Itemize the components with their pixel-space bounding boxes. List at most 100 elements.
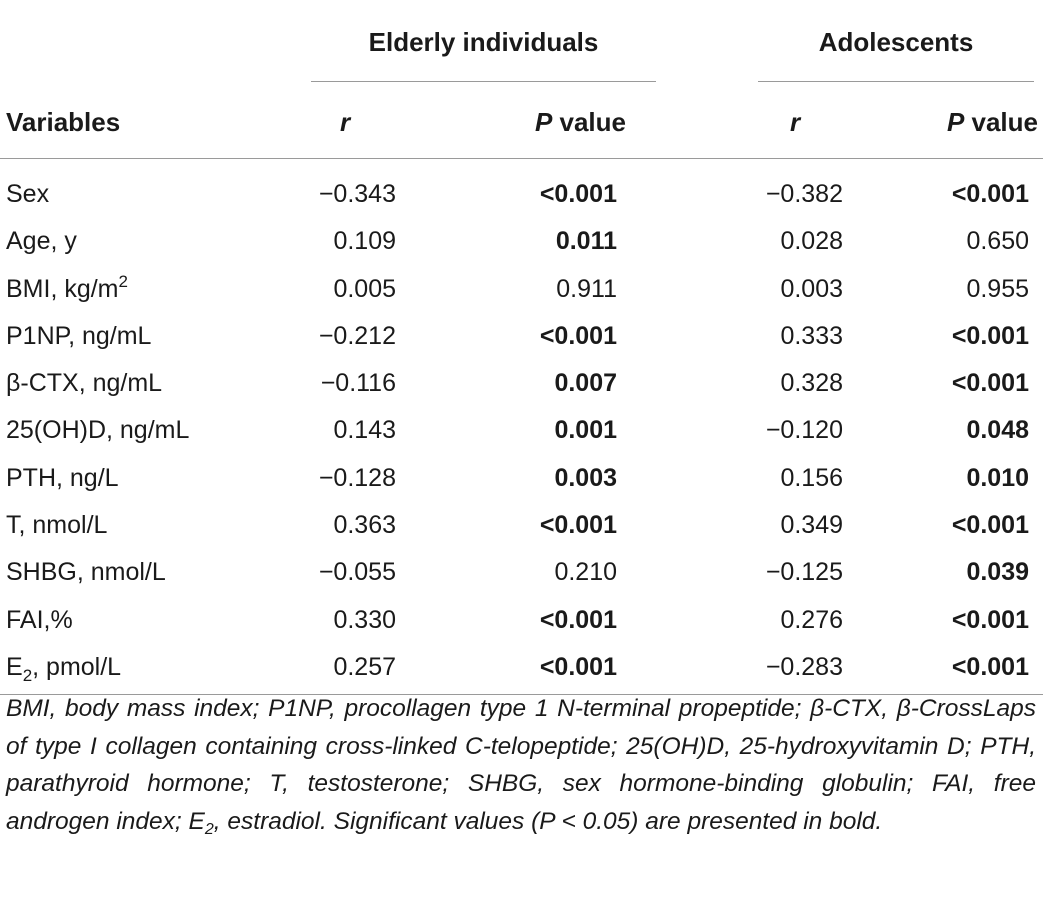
variable-label: E [6, 652, 23, 681]
adolescents-p-value: <0.001 [951, 511, 1029, 540]
table-row: Sex −0.343 <0.001 −0.382 <0.001 [0, 171, 1043, 218]
variable-name: Sex [6, 171, 49, 218]
variable-label: FAI,% [6, 605, 73, 634]
table-row: P1NP, ng/mL −0.212 <0.001 0.333 <0.001 [0, 313, 1043, 360]
variable-label: Age, y [6, 227, 77, 256]
variable-label: PTH, ng/L [6, 463, 119, 492]
adolescents-r-value: −0.125 [765, 558, 843, 587]
adolescents-p-value: 0.039 [966, 558, 1029, 587]
r-symbol: r [790, 107, 801, 137]
adolescents-r-value: −0.120 [765, 416, 843, 445]
footnote-subscript: 2 [204, 820, 214, 838]
elderly-p-value: <0.001 [539, 605, 617, 634]
elderly-p-value: <0.001 [539, 652, 617, 681]
adolescents-p-value: <0.001 [951, 321, 1029, 350]
elderly-r-value: −0.116 [320, 369, 396, 398]
adolescents-r-value: 0.003 [780, 274, 843, 303]
adolescents-p-value: <0.001 [951, 605, 1029, 634]
p-symbol: P [946, 107, 965, 137]
adolescents-p-value: 0.650 [966, 227, 1029, 256]
adolescents-p-value: 0.955 [966, 274, 1029, 303]
elderly-p-value: 0.003 [554, 463, 617, 492]
variable-label: BMI, kg/m [6, 274, 119, 303]
adolescents-r-value: −0.283 [765, 652, 843, 681]
variable-name: SHBG, nmol/L [6, 549, 166, 596]
table-bottom-rule [0, 694, 1043, 695]
variable-label: P1NP, ng/mL [6, 321, 152, 350]
elderly-p-value: 0.210 [554, 558, 617, 587]
variable-name: P1NP, ng/mL [6, 313, 151, 360]
elderly-p-value: <0.001 [539, 180, 617, 208]
column-header-elderly-p: P value [535, 106, 626, 138]
elderly-p-value: 0.011 [555, 227, 617, 256]
adolescents-p-value: <0.001 [951, 180, 1029, 208]
adolescents-r-value: 0.276 [780, 605, 843, 634]
variable-name: 25(OH)D, ng/mL [6, 407, 189, 454]
column-header-elderly-r: r [340, 106, 350, 138]
variable-label: 25(OH)D, ng/mL [6, 416, 190, 445]
elderly-r-value: 0.330 [333, 605, 396, 634]
variable-name: BMI, kg/m2 [6, 266, 128, 315]
adolescents-p-value: 0.048 [966, 416, 1029, 445]
adolescents-r-value: 0.349 [780, 511, 843, 540]
variable-subscript: 2 [22, 665, 33, 685]
p-value-label: value [552, 107, 627, 137]
variable-name: E2, pmol/L [6, 644, 121, 693]
adolescents-r-value: 0.328 [780, 369, 843, 398]
footnote-text-2: , estradiol. Significant values (P < 0.0… [213, 807, 883, 835]
group-header-adolescents: Adolescents [818, 27, 974, 57]
table-row: FAI,% 0.330 <0.001 0.276 <0.001 [0, 597, 1043, 644]
adolescents-r-value: 0.028 [780, 227, 843, 256]
elderly-r-value: −0.343 [318, 180, 396, 208]
elderly-r-value: −0.212 [318, 321, 396, 350]
elderly-r-value: 0.257 [333, 652, 396, 681]
adolescents-r-value: 0.156 [780, 463, 843, 492]
variable-name: PTH, ng/L [6, 455, 119, 502]
table-row: Age, y 0.109 0.011 0.028 0.650 [0, 218, 1043, 265]
group-underline-adolescents [758, 81, 1034, 82]
variable-unit: , pmol/L [32, 652, 122, 681]
elderly-p-value: <0.001 [539, 511, 617, 540]
variable-name: T, nmol/L [6, 502, 107, 549]
elderly-p-value: 0.007 [554, 369, 617, 398]
adolescents-p-value: <0.001 [951, 369, 1029, 398]
elderly-r-value: 0.363 [333, 511, 396, 540]
elderly-r-value: 0.143 [333, 416, 396, 445]
variable-label: SHBG, nmol/L [6, 558, 166, 587]
p-symbol: P [534, 107, 553, 137]
table-row: T, nmol/L 0.363 <0.001 0.349 <0.001 [0, 502, 1043, 549]
elderly-p-value: 0.001 [554, 416, 617, 445]
adolescents-p-value: 0.010 [966, 463, 1029, 492]
group-underline-elderly [311, 81, 656, 82]
adolescents-r-value: 0.333 [780, 321, 843, 350]
elderly-r-value: −0.128 [318, 463, 396, 492]
table-body: Sex −0.343 <0.001 −0.382 <0.001 Age, y 0.109 0.… [0, 171, 1043, 691]
elderly-r-value: 0.109 [333, 227, 396, 256]
header-rule [0, 158, 1043, 159]
table-row: E2, pmol/L 0.257 <0.001 −0.283 <0.001 [0, 644, 1043, 691]
r-symbol: r [340, 107, 351, 137]
footnote-text-1: BMI, body mass index; P1NP, procollagen … [6, 695, 1036, 835]
elderly-p-value: <0.001 [539, 321, 617, 350]
variable-label: T, nmol/L [6, 511, 108, 540]
adolescents-r-value: −0.382 [765, 180, 843, 208]
column-header-variables: Variables [6, 107, 121, 137]
column-header-adolescents-r: r [790, 106, 800, 138]
variable-name: Age, y [6, 218, 77, 265]
elderly-r-value: −0.055 [318, 558, 396, 587]
adolescents-p-value: <0.001 [951, 652, 1029, 681]
variable-superscript: 2 [118, 271, 128, 291]
table-row: 25(OH)D, ng/mL 0.143 0.001 −0.120 0.048 [0, 407, 1043, 454]
table-row: PTH, ng/L −0.128 0.003 0.156 0.010 [0, 455, 1043, 502]
p-value-label: value [964, 107, 1039, 137]
table-row: SHBG, nmol/L −0.055 0.210 −0.125 0.039 [0, 549, 1043, 596]
table-row: β-CTX, ng/mL −0.116 0.007 0.328 <0.001 [0, 360, 1043, 407]
group-header-elderly: Elderly individuals [368, 27, 599, 57]
table-row: BMI, kg/m2 0.005 0.911 0.003 0.955 [0, 266, 1043, 313]
elderly-p-value: 0.911 [556, 274, 617, 303]
variable-name: β-CTX, ng/mL [6, 360, 162, 407]
elderly-r-value: 0.005 [333, 274, 396, 303]
table-footnote: BMI, body mass index; P1NP, procollagen … [6, 690, 1036, 843]
variable-label: Sex [6, 180, 50, 208]
